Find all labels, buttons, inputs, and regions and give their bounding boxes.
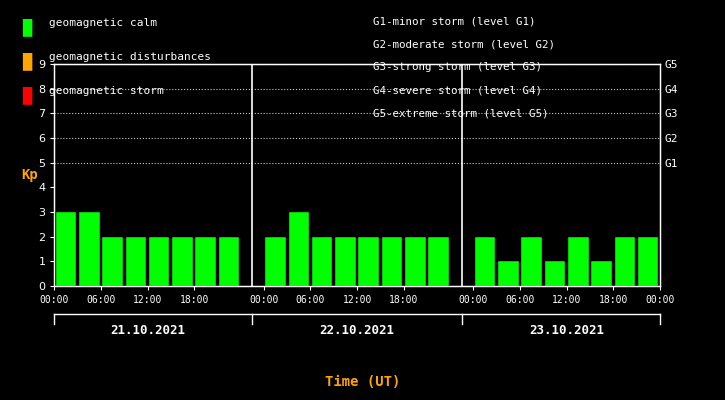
Bar (219, 237, 239, 286)
Bar (428, 237, 449, 286)
Text: G5-extreme storm (level G5): G5-extreme storm (level G5) (373, 109, 549, 119)
Bar (498, 261, 518, 286)
Text: G2-moderate storm (level G2): G2-moderate storm (level G2) (373, 39, 555, 49)
Text: 21.10.2021: 21.10.2021 (110, 324, 185, 336)
Bar (568, 237, 589, 286)
Text: G4-severe storm (level G4): G4-severe storm (level G4) (373, 86, 542, 96)
Y-axis label: Kp: Kp (22, 168, 38, 182)
Text: G1-minor storm (level G1): G1-minor storm (level G1) (373, 16, 536, 26)
Text: Time (UT): Time (UT) (325, 375, 400, 389)
Bar (149, 237, 170, 286)
Bar (102, 237, 123, 286)
Bar (544, 261, 566, 286)
Bar (173, 237, 193, 286)
Bar (79, 212, 99, 286)
Bar (196, 237, 216, 286)
Text: █: █ (22, 18, 31, 36)
Bar (335, 237, 356, 286)
Bar (405, 237, 426, 286)
Bar (521, 237, 542, 286)
Text: geomagnetic storm: geomagnetic storm (49, 86, 164, 96)
Bar (56, 212, 76, 286)
Text: █: █ (22, 52, 31, 70)
Bar (592, 261, 612, 286)
Text: geomagnetic calm: geomagnetic calm (49, 18, 157, 28)
Bar (382, 237, 402, 286)
Bar (312, 237, 332, 286)
Bar (475, 237, 495, 286)
Bar (265, 237, 286, 286)
Text: G3-strong storm (level G3): G3-strong storm (level G3) (373, 62, 542, 72)
Bar (358, 237, 379, 286)
Bar (289, 212, 309, 286)
Bar (638, 237, 658, 286)
Text: geomagnetic disturbances: geomagnetic disturbances (49, 52, 211, 62)
Text: █: █ (22, 86, 31, 104)
Bar (615, 237, 635, 286)
Text: 23.10.2021: 23.10.2021 (529, 324, 604, 336)
Bar (125, 237, 146, 286)
Text: 22.10.2021: 22.10.2021 (320, 324, 394, 336)
